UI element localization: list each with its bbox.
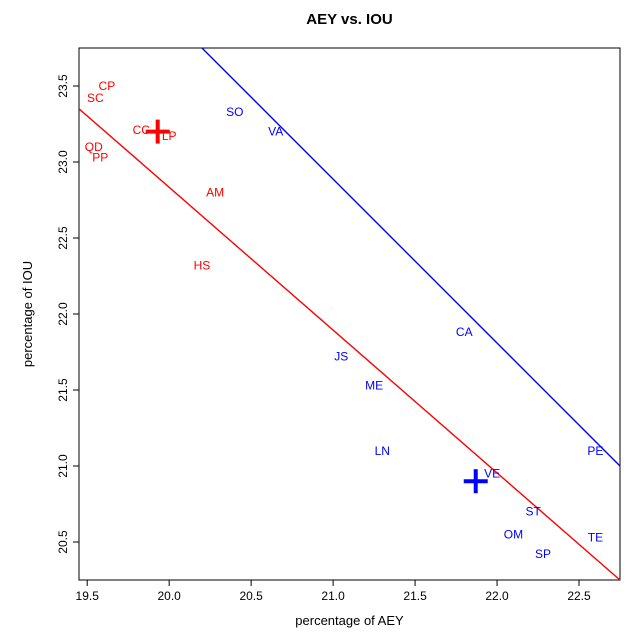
blue-point-label: TE bbox=[588, 530, 603, 544]
x-tick-label: 21.5 bbox=[403, 589, 427, 603]
blue-point-label: ME bbox=[365, 378, 383, 392]
y-tick-label: 21.5 bbox=[56, 378, 70, 402]
red-point-label: PP bbox=[92, 150, 108, 164]
x-tick-label: 20.0 bbox=[157, 589, 181, 603]
x-tick-label: 22.0 bbox=[485, 589, 509, 603]
y-tick-label: 23.0 bbox=[56, 150, 70, 174]
blue-point-label: CA bbox=[456, 325, 473, 339]
blue-point-label: LN bbox=[375, 444, 390, 458]
red-point-label: AM bbox=[206, 185, 224, 199]
blue-point-label: VA bbox=[268, 125, 283, 139]
y-tick-label: 20.5 bbox=[56, 530, 70, 554]
red-point-label: LP bbox=[162, 129, 177, 143]
x-tick-label: 22.5 bbox=[567, 589, 591, 603]
y-tick-label: 21.0 bbox=[56, 454, 70, 478]
blue-point-label: SP bbox=[535, 547, 551, 561]
x-tick-label: 20.5 bbox=[239, 589, 263, 603]
y-axis-label: percentage of IOU bbox=[20, 261, 35, 367]
y-tick-label: 22.5 bbox=[56, 226, 70, 250]
blue-point-label: SO bbox=[226, 105, 243, 119]
red-point-label: CC bbox=[133, 123, 151, 137]
blue-point-label: ST bbox=[525, 505, 541, 519]
blue-trend-line bbox=[202, 48, 620, 466]
x-axis-label: percentage of AEY bbox=[295, 613, 404, 628]
blue-point-label: VE bbox=[484, 467, 500, 481]
blue-point-label: OM bbox=[504, 527, 523, 541]
blue-point-label: PE bbox=[587, 444, 603, 458]
red-point-label: HS bbox=[194, 258, 211, 272]
blue-point-label: JS bbox=[334, 350, 348, 364]
chart-title: AEY vs. IOU bbox=[306, 11, 392, 28]
scatter-chart: AEY vs. IOU 19.5 20.0 20.5 21.0 21.5 22.0 22.5 2… bbox=[0, 0, 640, 633]
x-tick-label: 21.0 bbox=[321, 589, 345, 603]
y-tick-label: 22.0 bbox=[56, 302, 70, 326]
y-tick-label: 23.5 bbox=[56, 74, 70, 98]
red-point-label: SC bbox=[87, 91, 104, 105]
plot-border bbox=[79, 48, 620, 580]
x-tick-label: 19.5 bbox=[76, 589, 100, 603]
